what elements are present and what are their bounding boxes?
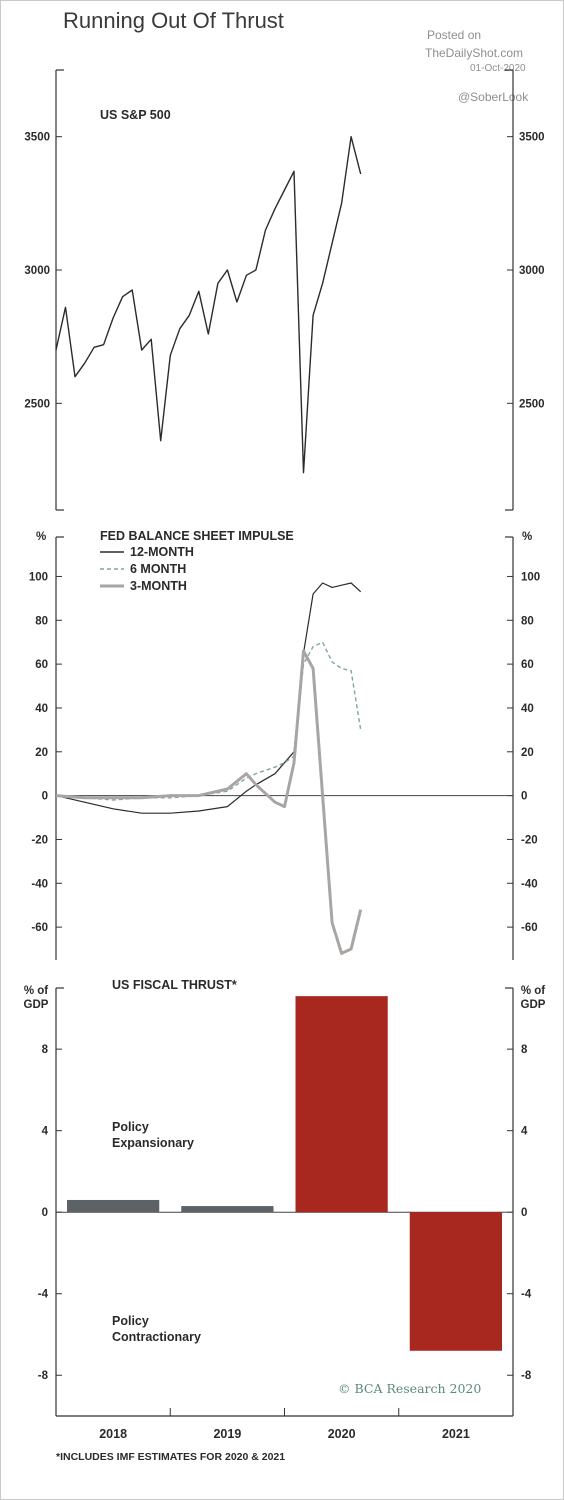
- fiscal-tick-label-right: 8: [521, 1044, 528, 1056]
- fiscal-tick-label-left: -8: [38, 1370, 49, 1382]
- credit-text: © BCA Research 2020: [338, 1381, 481, 1396]
- fed-tick-label-right: 60: [521, 659, 534, 671]
- annotation-contractionary-1: Policy: [112, 1314, 149, 1328]
- fed-tick-label-left: 60: [35, 659, 48, 671]
- fed-panel: FED BALANCE SHEET IMPULSE 12-MONTH 6 MON…: [29, 529, 540, 960]
- legend-label-3-month: 3-MONTH: [130, 579, 187, 593]
- x-label-2020: 2020: [328, 1427, 356, 1441]
- fed-tick-label-left: 100: [29, 571, 48, 583]
- fed-tick-label-left: 40: [35, 703, 48, 715]
- sp500-tick-label-right: 3000: [519, 265, 545, 277]
- fed-line-12-month: [55, 582, 362, 814]
- x-label-2019: 2019: [213, 1427, 241, 1441]
- fed-tick-label-right: 100: [521, 571, 540, 583]
- sp500-tick-label-left: 3500: [24, 132, 50, 144]
- footnote: *INCLUDES IMF ESTIMATES FOR 2020 & 2021: [56, 1451, 285, 1463]
- fed-tick-label-right: -60: [521, 922, 538, 934]
- fed-tick-label-right: 40: [521, 703, 534, 715]
- fed-tick-label-left: -60: [31, 922, 48, 934]
- fiscal-tick-label-left: 8: [42, 1044, 49, 1056]
- sp500-line: [55, 135, 362, 474]
- bar-2018: [67, 1199, 160, 1213]
- annotation-contractionary-2: Contractionary: [112, 1330, 201, 1344]
- annotation-expansionary-2: Expansionary: [112, 1136, 194, 1150]
- fiscal-unit-left-2: GDP: [24, 999, 49, 1011]
- fed-unit-right: %: [522, 531, 532, 543]
- fed-tick-label-left: 80: [35, 615, 48, 627]
- sp500-tick-label-left: 2500: [24, 398, 50, 410]
- fed-tick-label-right: -20: [521, 834, 538, 846]
- watermark-handle: @SoberLook: [458, 90, 529, 104]
- sp500-tick-label-left: 3000: [24, 265, 50, 277]
- sp500-tick-label-right: 3500: [519, 132, 545, 144]
- fed-tick-label-right: 80: [521, 615, 534, 627]
- fiscal-tick-label-right: -8: [521, 1370, 532, 1382]
- legend-label-12-month: 12-MONTH: [130, 545, 194, 559]
- annotation-expansionary-1: Policy: [112, 1120, 149, 1134]
- fed-tick-label-left: -20: [31, 834, 48, 846]
- watermark-date: 01-Oct-2020: [470, 63, 526, 74]
- fiscal-tick-label-left: -4: [38, 1289, 49, 1301]
- fiscal-unit-right-2: GDP: [521, 999, 546, 1011]
- fiscal-tick-label-right: -4: [521, 1289, 532, 1301]
- fed-tick-label-right: 0: [521, 791, 527, 803]
- fed-title: FED BALANCE SHEET IMPULSE: [100, 529, 294, 543]
- sp500-panel: US S&P 500 2500 2500 3000 3000 3500 3500: [24, 69, 545, 511]
- fiscal-tick-label-left: 0: [42, 1207, 48, 1219]
- fed-tick-label-right: -40: [521, 878, 538, 890]
- fiscal-tick-label-left: 4: [42, 1126, 49, 1138]
- fiscal-panel: US FISCAL THRUST* % of GDP % of GDP Poli…: [24, 978, 546, 1441]
- fiscal-tick-label-right: 0: [521, 1207, 527, 1219]
- fed-tick-label-left: 0: [42, 791, 48, 803]
- sp500-title: US S&P 500: [100, 108, 171, 122]
- sp500-tick-label-right: 2500: [519, 398, 545, 410]
- fed-unit-left: %: [36, 531, 46, 543]
- legend-label-6-month: 6 MONTH: [130, 562, 186, 576]
- watermark-posted: Posted on: [427, 28, 482, 42]
- fiscal-title: US FISCAL THRUST*: [112, 978, 237, 992]
- page-title: Running Out Of Thrust: [63, 8, 284, 33]
- fed-tick-label-right: 20: [521, 747, 534, 759]
- fed-tick-label-left: 20: [35, 747, 48, 759]
- bar-2020: [295, 996, 388, 1213]
- fiscal-unit-left-1: % of: [24, 985, 48, 997]
- fiscal-unit-right-1: % of: [521, 985, 545, 997]
- fed-line-6-month: [55, 641, 362, 801]
- x-label-2021: 2021: [442, 1427, 470, 1441]
- fed-line-3-month: [55, 649, 363, 955]
- bar-2019: [181, 1206, 274, 1213]
- bar-2021: [409, 1212, 502, 1351]
- x-label-2018: 2018: [99, 1427, 127, 1441]
- fed-tick-label-left: -40: [31, 878, 48, 890]
- watermark-site: TheDailyShot.com: [425, 46, 524, 60]
- fiscal-tick-label-right: 4: [521, 1126, 528, 1138]
